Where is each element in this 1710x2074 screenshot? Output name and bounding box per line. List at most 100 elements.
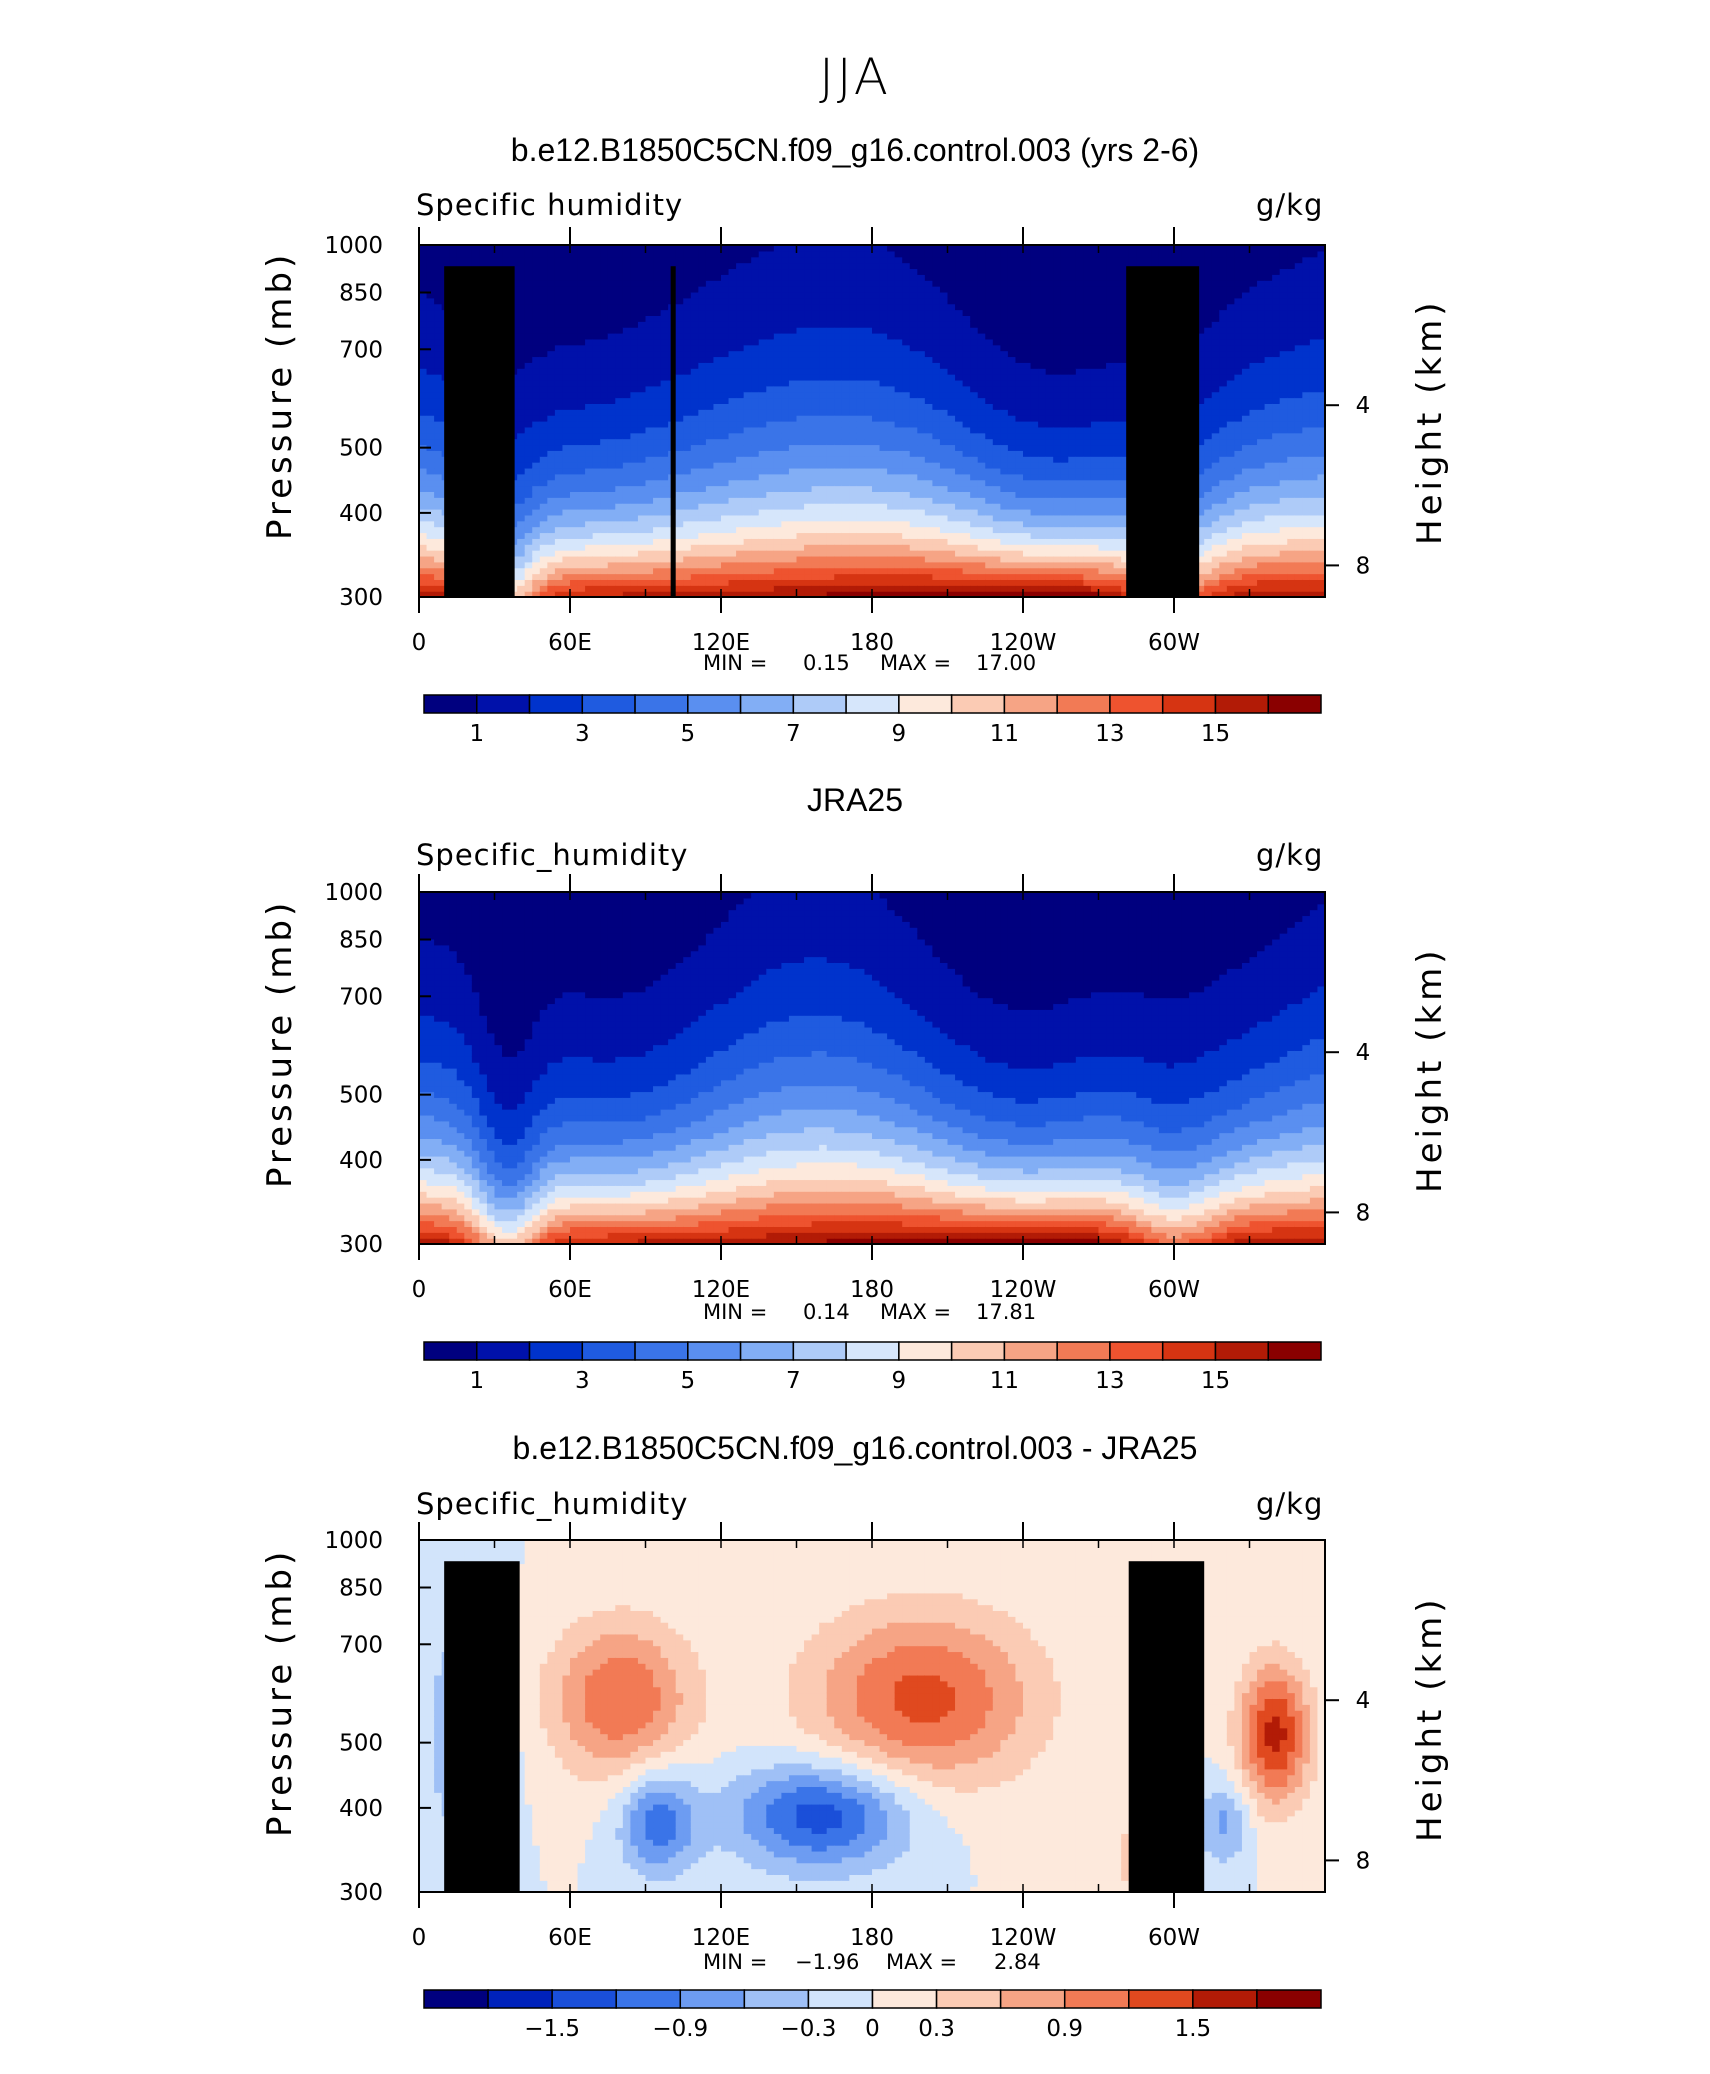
heatmap-cell [555, 304, 563, 310]
heatmap-cell [525, 415, 533, 421]
heatmap-cell [615, 280, 623, 286]
heatmap-cell [985, 257, 993, 263]
heatmap-cell [1038, 556, 1046, 562]
heatmap-cell [781, 392, 789, 398]
heatmap-cell [940, 444, 948, 450]
heatmap-cell [593, 292, 601, 298]
heatmap-cell [864, 257, 872, 263]
heatmap-cell [759, 550, 767, 556]
heatmap-cell [872, 292, 880, 298]
heatmap-cell [600, 574, 608, 580]
heatmap-cell [721, 427, 729, 433]
heatmap-cell [812, 544, 820, 550]
heatmap-cell [781, 491, 789, 497]
heatmap-cell [638, 527, 646, 533]
heatmap-cell [623, 527, 631, 533]
heatmap-cell [955, 480, 963, 486]
heatmap-cell [812, 421, 820, 427]
heatmap-cell [849, 579, 857, 585]
heatmap-cell [540, 421, 548, 427]
heatmap-cell [729, 450, 737, 456]
heatmap-cell [978, 362, 986, 368]
heatmap-cell [600, 327, 608, 333]
heatmap-cell [970, 550, 978, 556]
heatmap-cell [932, 515, 940, 521]
heatmap-cell [540, 298, 548, 304]
heatmap-cell [880, 556, 888, 562]
heatmap-cell [698, 251, 706, 257]
heatmap-cell [985, 403, 993, 409]
heatmap-cell [864, 368, 872, 374]
heatmap-cell [706, 415, 714, 421]
heatmap-cell [721, 474, 729, 480]
heatmap-cell [1008, 538, 1016, 544]
heatmap-cell [910, 421, 918, 427]
heatmap-cell [834, 556, 842, 562]
heatmap-cell [615, 480, 623, 486]
heatmap-cell [797, 251, 805, 257]
heatmap-cell [985, 562, 993, 568]
heatmap-cell [532, 257, 540, 263]
heatmap-cell [434, 439, 442, 445]
heatmap-cell [797, 509, 805, 515]
heatmap-cell [1031, 403, 1039, 409]
heatmap-cell [917, 310, 925, 316]
heatmap-cell [804, 403, 812, 409]
heatmap-cell [736, 462, 744, 468]
heatmap-cell [751, 403, 759, 409]
heatmap-cell [895, 527, 903, 533]
heatmap-cell [963, 468, 971, 474]
heatmap-cell [585, 433, 593, 439]
heatmap-cell [766, 310, 774, 316]
heatmap-cell [781, 345, 789, 351]
heatmap-cell [812, 380, 820, 386]
heatmap-cell [525, 439, 533, 445]
heatmap-cell [736, 579, 744, 585]
heatmap-cell [872, 274, 880, 280]
heatmap-cell [593, 315, 601, 321]
heatmap-cell [895, 562, 903, 568]
heatmap-cell [691, 462, 699, 468]
heatmap-cell [849, 356, 857, 362]
heatmap-cell [1038, 521, 1046, 527]
heatmap-cell [842, 474, 850, 480]
heatmap-cell [721, 468, 729, 474]
heatmap-cell [880, 339, 888, 345]
heatmap-cell [985, 386, 993, 392]
heatmap-cell [600, 544, 608, 550]
heatmap-cell [623, 415, 631, 421]
heatmap-cell [864, 486, 872, 492]
heatmap-cell [691, 468, 699, 474]
heatmap-cell [842, 403, 850, 409]
heatmap-cell [872, 574, 880, 580]
heatmap-cell [1015, 327, 1023, 333]
heatmap-cell [698, 298, 706, 304]
heatmap-cell [812, 345, 820, 351]
heatmap-cell [963, 527, 971, 533]
heatmap-cell [593, 521, 601, 527]
heatmap-cell [917, 480, 925, 486]
heatmap-cell [517, 450, 525, 456]
heatmap-cell [525, 491, 533, 497]
heatmap-cell [880, 280, 888, 286]
heatmap-cell [555, 579, 563, 585]
heatmap-cell [940, 515, 948, 521]
heatmap-cell [759, 450, 767, 456]
heatmap-cell [917, 450, 925, 456]
heatmap-cell [555, 474, 563, 480]
heatmap-cell [827, 433, 835, 439]
heatmap-cell [532, 497, 540, 503]
heatmap-cell [1008, 392, 1016, 398]
heatmap-cell [729, 474, 737, 480]
heatmap-cell [880, 351, 888, 357]
heatmap-cell [940, 274, 948, 280]
heatmap-cell [887, 327, 895, 333]
heatmap-cell [736, 556, 744, 562]
heatmap-cell [925, 321, 933, 327]
heatmap-cell [570, 368, 578, 374]
heatmap-cell [547, 310, 555, 316]
heatmap-cell [555, 444, 563, 450]
heatmap-cell [812, 274, 820, 280]
heatmap-cell [623, 274, 631, 280]
heatmap-cell [812, 574, 820, 580]
